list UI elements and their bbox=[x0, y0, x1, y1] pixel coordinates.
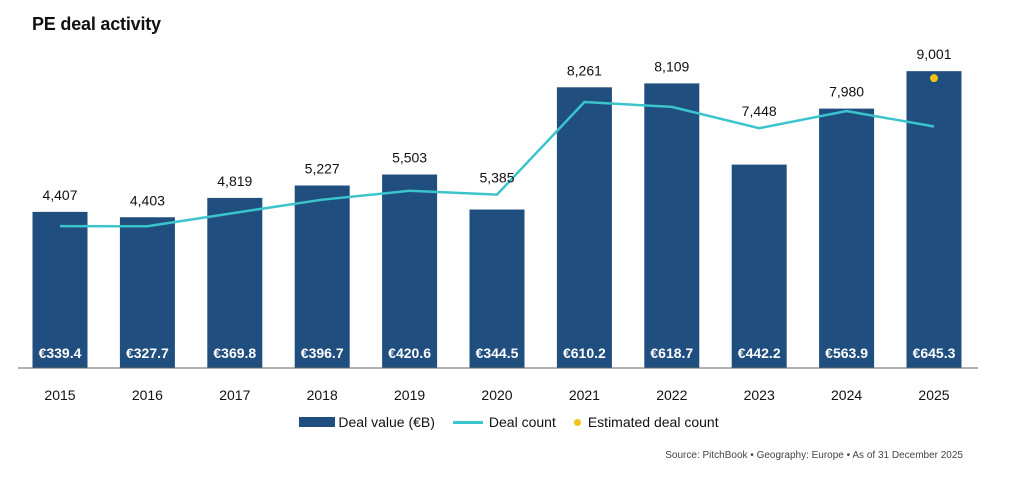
bar-value-label: €339.4 bbox=[39, 345, 82, 361]
deal-count-label: 4,407 bbox=[42, 187, 77, 203]
legend-item-deal-value: Deal value (€B) bbox=[299, 414, 435, 430]
bar bbox=[207, 197, 263, 368]
x-tick-label: 2019 bbox=[394, 387, 425, 403]
bar bbox=[119, 217, 175, 368]
bar-value-label: €420.6 bbox=[388, 345, 431, 361]
deal-count-label: 4,819 bbox=[217, 173, 252, 189]
bar bbox=[556, 87, 612, 369]
legend-item-estimated: Estimated deal count bbox=[573, 414, 719, 430]
deal-count-label: 5,385 bbox=[479, 170, 514, 186]
deal-count-label: 7,448 bbox=[742, 103, 777, 119]
bar bbox=[32, 211, 88, 368]
x-tick-label: 2024 bbox=[831, 387, 862, 403]
x-tick-label: 2018 bbox=[307, 387, 338, 403]
legend-label: Estimated deal count bbox=[587, 414, 719, 430]
bar bbox=[294, 185, 350, 368]
bar-value-label: €369.8 bbox=[213, 345, 256, 361]
x-tick-label: 2017 bbox=[219, 387, 250, 403]
bar-value-label: €610.2 bbox=[563, 345, 606, 361]
deal-count-label: 5,227 bbox=[305, 161, 340, 177]
estimated-deal-count-dot bbox=[930, 74, 938, 83]
bar-value-label: €618.7 bbox=[650, 345, 693, 361]
bar bbox=[469, 209, 525, 368]
deal-count-label: 5,503 bbox=[392, 150, 427, 166]
x-tick-label: 2023 bbox=[744, 387, 775, 403]
legend-bar-swatch bbox=[299, 417, 336, 427]
bar-value-label: €344.5 bbox=[476, 345, 519, 361]
x-tick-label: 2025 bbox=[918, 387, 949, 403]
x-tick-label: 2016 bbox=[132, 387, 163, 403]
deal-count-label: 7,980 bbox=[829, 84, 864, 100]
bar bbox=[731, 164, 787, 368]
bar bbox=[382, 174, 438, 368]
legend-line-swatch bbox=[452, 420, 483, 424]
deal-count-label: 8,261 bbox=[567, 62, 602, 78]
deal-count-label: 8,109 bbox=[654, 58, 689, 74]
deal-count-label: 4,403 bbox=[130, 192, 165, 208]
legend-item-deal-count: Deal count bbox=[452, 414, 556, 430]
legend-dot-swatch bbox=[573, 418, 581, 426]
bar bbox=[906, 71, 962, 369]
x-tick-label: 2020 bbox=[481, 387, 512, 403]
bar bbox=[644, 83, 700, 368]
chart-plot: €339.4 2015 €327.7 2016 €369.8 2017 €396.7 2018… bbox=[18, 46, 978, 403]
bar-value-label: €442.2 bbox=[738, 345, 781, 361]
x-tick-label: 2021 bbox=[569, 387, 600, 403]
x-tick-label: 2015 bbox=[44, 387, 75, 403]
legend-label: Deal value (€B) bbox=[338, 414, 435, 430]
deal-count-line bbox=[59, 100, 935, 228]
bar-value-label: €563.9 bbox=[825, 345, 868, 361]
bar-value-label: €396.7 bbox=[301, 345, 344, 361]
bar-value-label: €645.3 bbox=[913, 345, 956, 361]
source-note: Source: PitchBook • Geography: Europe • … bbox=[665, 450, 963, 461]
legend: Deal value (€B) Deal count Estimated dea… bbox=[0, 414, 1018, 430]
chart-title: PE deal activity bbox=[32, 14, 161, 34]
deal-count-label: 9,001 bbox=[916, 46, 951, 62]
bar-value-label: €327.7 bbox=[126, 345, 169, 361]
legend-label: Deal count bbox=[488, 414, 556, 430]
bar bbox=[819, 108, 875, 368]
x-tick-label: 2022 bbox=[656, 387, 687, 403]
